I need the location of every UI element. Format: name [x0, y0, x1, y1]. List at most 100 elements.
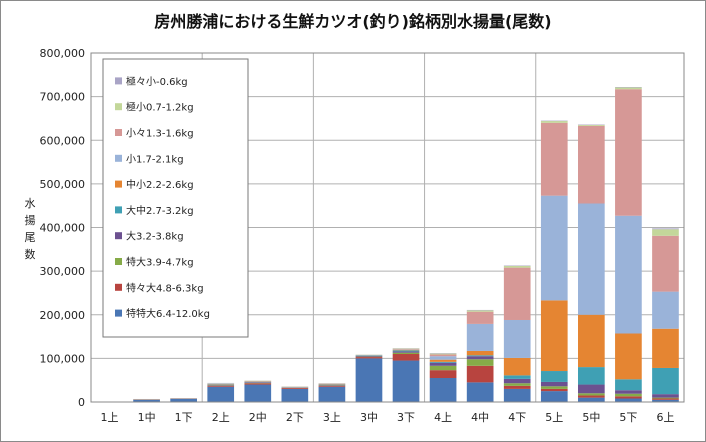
bar-segment: [466, 355, 494, 357]
y-tick-label: 100,000: [40, 352, 86, 365]
bar-segment: [652, 398, 679, 400]
bars: [133, 87, 679, 402]
bar-segment: [133, 399, 160, 402]
bar-segment: [578, 124, 605, 126]
legend-swatch: [115, 258, 122, 265]
bar-segment: [281, 388, 309, 389]
bar-segment: [578, 395, 605, 398]
bar-segment: [466, 365, 494, 383]
bar-segment: [578, 203, 605, 315]
x-tick-label: 3下: [397, 411, 415, 424]
bar-segment: [615, 89, 642, 216]
bar-segment: [540, 121, 568, 123]
x-tick-label: 4上: [434, 411, 452, 424]
x-tick-label: 2下: [286, 411, 304, 424]
legend-swatch: [115, 206, 122, 214]
bar-segment: [615, 398, 642, 402]
bar-segment: [578, 397, 605, 402]
x-tick-label: 6上: [656, 411, 674, 424]
x-tick-label: 1上: [101, 411, 119, 424]
x-tick-label: 3上: [323, 411, 341, 424]
bar-segment: [540, 371, 568, 382]
bar-segment: [540, 381, 568, 387]
bar-segment: [244, 382, 272, 383]
y-tick-label: 600,000: [40, 134, 86, 147]
bar-segment: [429, 370, 457, 379]
bar-segment: [615, 333, 642, 380]
bar-segment: [652, 228, 679, 230]
bar-segment: [244, 383, 272, 385]
legend-label: 大中2.7-3.2kg: [126, 204, 194, 217]
x-tick-label: 5中: [582, 411, 600, 424]
x-tick-label: 1下: [175, 411, 193, 424]
bar-segment: [503, 383, 531, 386]
bar-segment: [540, 122, 568, 196]
legend-label: 小1.7-2.1kg: [126, 153, 184, 165]
bar-segment: [503, 265, 531, 268]
bar-segment: [392, 354, 420, 361]
x-tick-label: 5上: [545, 411, 563, 424]
legend-label: 小々1.3-1.6kg: [126, 128, 194, 140]
legend-swatch: [115, 309, 122, 317]
bar-segment: [615, 393, 642, 397]
bar-segment: [355, 357, 383, 359]
y-tick-label: 800,000: [40, 47, 86, 60]
bar-segment: [392, 360, 420, 402]
bar-segment: [392, 352, 420, 355]
bar-segment: [281, 388, 309, 402]
bar-segment: [466, 382, 494, 402]
bar-segment: [429, 353, 457, 355]
bar-segment: [318, 385, 346, 387]
x-tick-label: 2中: [249, 411, 267, 424]
legend-box: [102, 58, 249, 338]
bar-segment: [578, 384, 605, 394]
bar-segment: [170, 398, 197, 402]
bar-segment: [429, 359, 457, 362]
bar-segment: [652, 229, 679, 236]
legend-swatch: [115, 283, 122, 291]
legend-label: 特特大6.4-12.0kg: [126, 307, 210, 320]
legend-swatch: [115, 129, 122, 136]
bar-segment: [652, 399, 679, 402]
bar-segment: [578, 125, 605, 204]
bar-segment: [244, 384, 272, 402]
chart-title: 房州勝浦における生鮮カツオ(釣り)銘柄別水揚量(尾数): [154, 12, 551, 31]
bar-segment: [355, 358, 383, 402]
bar-segment: [207, 384, 235, 386]
bar-segment: [466, 359, 494, 366]
bar-segment: [503, 375, 531, 379]
legend: 極々小-0.6kg 極小0.7-1.2kg 小々1.3-1.6kg 小1.7-2.1k…: [102, 58, 249, 338]
legend-swatch: [115, 77, 122, 85]
y-axis-label-char: 数: [25, 248, 36, 261]
bar-segment: [652, 397, 679, 399]
bar-segment: [429, 362, 457, 366]
axes: [90, 52, 685, 403]
bar-segment: [392, 350, 420, 352]
bar-segment: [503, 319, 531, 358]
bar-segment: [503, 385, 531, 389]
bar-segment: [540, 386, 568, 389]
bar-segment: [466, 311, 494, 324]
legend-label: 特々大4.8-6.3kg: [126, 281, 204, 294]
x-tick-label: 4下: [508, 411, 526, 424]
bar-segment: [318, 384, 346, 386]
bar-segment: [207, 385, 235, 387]
bar-segment: [466, 323, 494, 351]
bar-segment: [615, 396, 642, 399]
bar-segment: [355, 355, 383, 357]
bar-segment: [652, 367, 679, 395]
bar-segment: [503, 267, 531, 320]
legend-label: 極々小-0.6kg: [126, 75, 188, 88]
x-tick-labels: 1上 1中 1下 2上 2中 2下 3上 3中 3下 4上 4中 4下 5上 5中 5下 6上: [101, 411, 675, 424]
legend-swatch: [115, 232, 122, 240]
bar-segment: [392, 351, 420, 353]
y-tick-labels: 0 100,000 200,000 300,000 400,000 500,000 600,…: [40, 47, 86, 409]
bar-segment: [466, 356, 494, 360]
legend-label: 極小0.7-1.2kg: [126, 101, 194, 114]
bar-segment: [652, 328, 679, 368]
bar-segment: [615, 215, 642, 334]
y-tick-label: 0: [78, 396, 85, 409]
legend-swatch: [115, 154, 122, 162]
bar-segment: [578, 314, 605, 368]
